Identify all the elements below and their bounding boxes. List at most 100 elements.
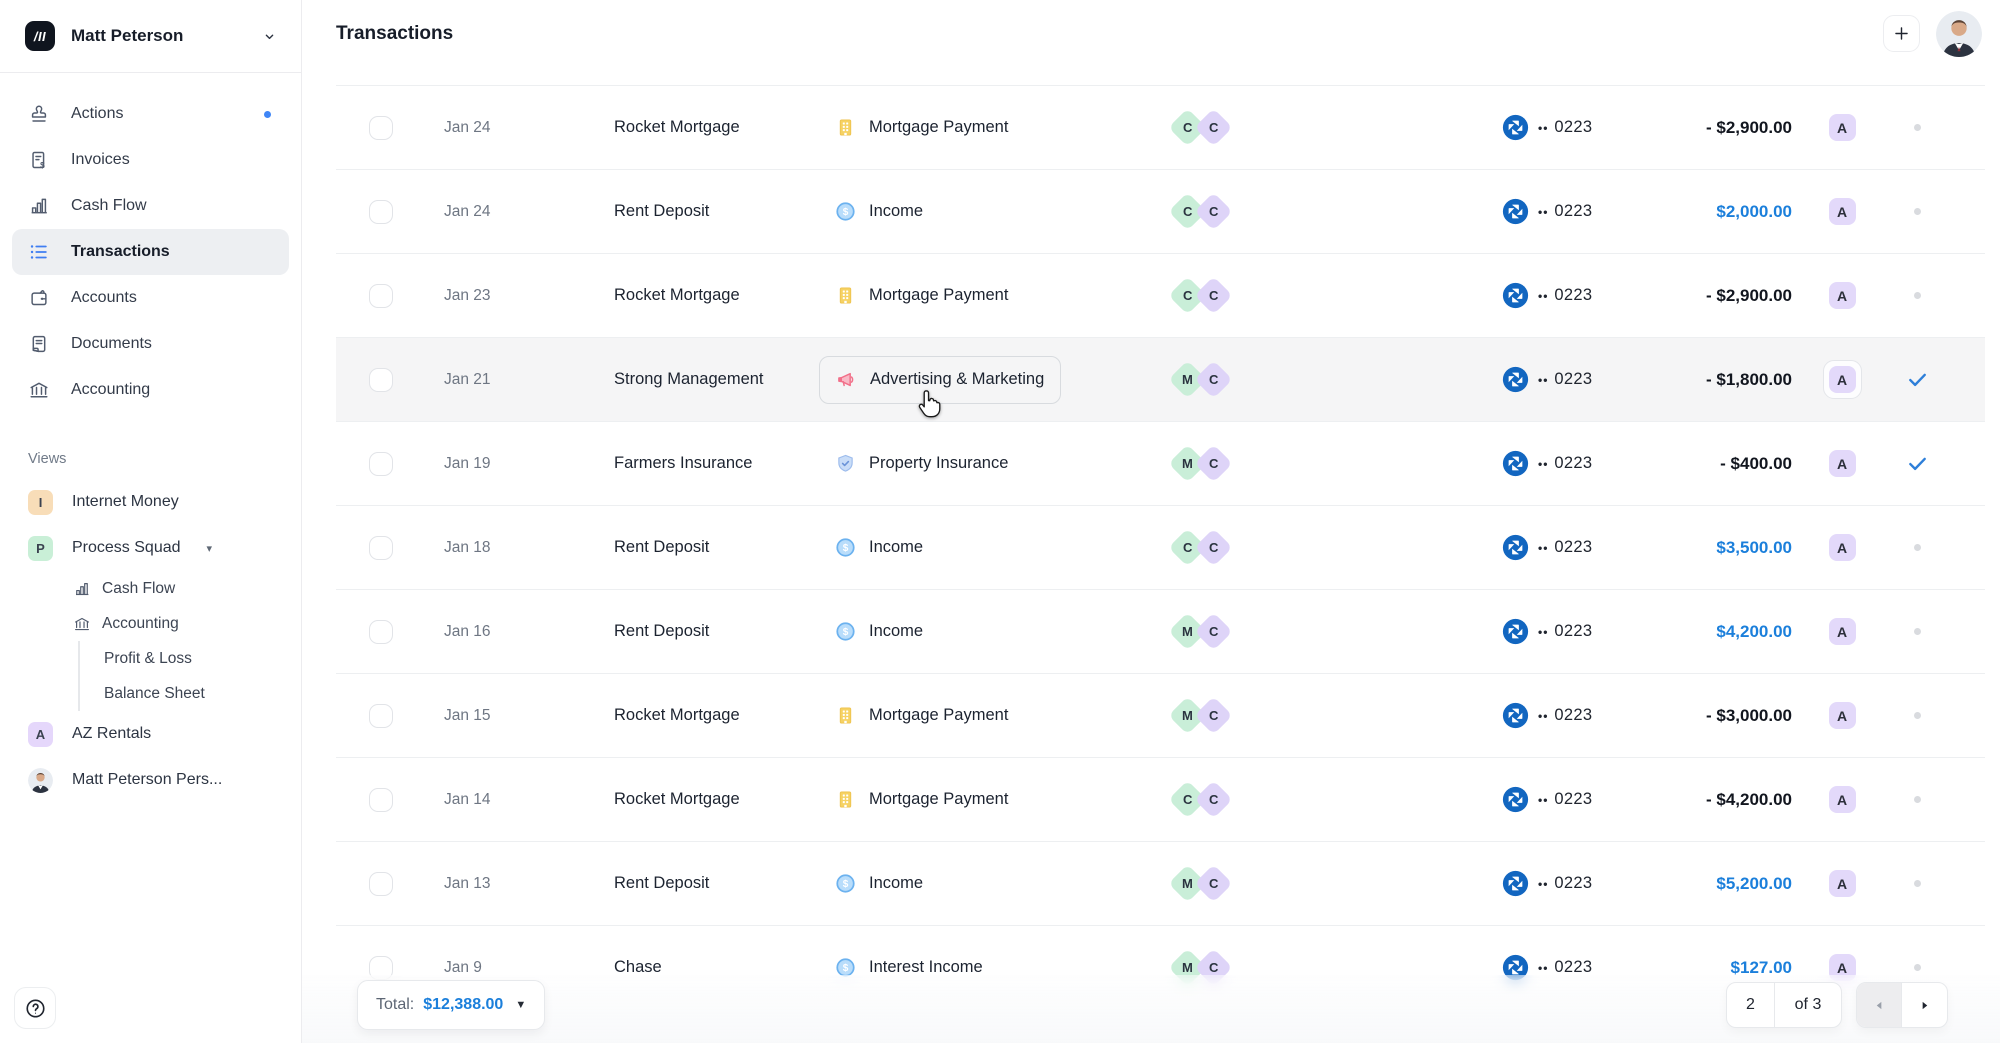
sidebar-item-transactions[interactable]: Transactions [12,229,289,275]
category-cell[interactable]: $ Income [835,873,923,894]
table-row[interactable]: Jan 14 Rocket Mortgage Mortgage Payment … [336,757,1985,841]
assignee-badge[interactable]: A [1828,198,1856,225]
category-cell[interactable]: $ Income [835,201,923,222]
assignee-badge[interactable]: A [1828,702,1856,729]
category-cell[interactable]: Mortgage Payment [835,705,1008,726]
workspace-switcher[interactable]: /II Matt Peterson [0,0,301,73]
category-cell[interactable]: Property Insurance [835,453,1008,474]
assignee-badge[interactable]: A [1828,618,1856,645]
sidebar-item-documents[interactable]: Documents [12,321,289,367]
row-checkbox[interactable] [369,283,393,308]
next-page-button[interactable] [1902,983,1947,1027]
row-checkbox[interactable] [369,703,393,728]
tag-pill-c[interactable]: C [1194,612,1233,651]
sidebar-subitem-accounting[interactable]: Accounting [73,606,289,641]
table-row[interactable]: Jan 24 Rocket Mortgage Mortgage Payment … [336,85,1985,169]
row-status[interactable] [1892,880,1942,887]
row-status[interactable] [1892,712,1942,719]
sidebar-view-internet-money[interactable]: I Internet Money [12,479,289,525]
assignee-badge[interactable]: A [1828,534,1856,561]
tag-pill-c[interactable]: C [1194,108,1233,147]
row-status[interactable] [1892,208,1942,215]
user-avatar[interactable] [1936,10,1982,57]
row-status[interactable] [1892,964,1942,971]
sidebar-item-accounting[interactable]: Accounting [12,367,289,413]
row-status[interactable] [1892,368,1942,391]
category-cell[interactable]: Mortgage Payment [835,789,1008,810]
row-checkbox[interactable] [369,535,393,560]
category-cell[interactable]: Advertising & Marketing [819,355,1062,404]
row-status[interactable] [1892,124,1942,131]
stamp-icon [28,103,50,125]
account-cell: •• 0223 [1502,618,1682,645]
row-checkbox[interactable] [369,199,393,224]
tag-pill-c[interactable]: C [1194,528,1233,567]
category-label: Property Insurance [869,454,1009,472]
tag-pill-c[interactable]: C [1194,696,1233,735]
sidebar-subitem-profit-loss[interactable]: Profit & Loss [104,649,192,667]
row-status[interactable] [1892,544,1942,551]
prev-page-button[interactable] [1857,983,1902,1027]
row-status[interactable] [1892,292,1942,299]
sidebar-item-actions[interactable]: Actions [12,91,289,137]
row-status[interactable] [1892,796,1942,803]
caret-down-icon[interactable]: ▾ [206,542,213,555]
tag-pill-c[interactable]: C [1194,444,1233,483]
row-checkbox[interactable] [369,367,393,392]
row-checkbox[interactable] [369,619,393,644]
tag-pill-c[interactable]: C [1194,360,1233,399]
amount: - $1,800.00 [1705,369,1792,389]
row-status[interactable] [1892,452,1942,475]
category-cell[interactable]: $ Income [835,537,923,558]
category-cell[interactable]: $ Interest Income [835,957,983,978]
tag-pill-c[interactable]: C [1194,192,1233,231]
row-checkbox[interactable] [369,871,393,896]
category-cell[interactable]: $ Income [835,621,923,642]
account-mask: •• [1538,792,1549,807]
sidebar-view-matt-peterson-pers-[interactable]: Matt Peterson Pers... [12,757,289,803]
total-dropdown[interactable]: Total: $12,388.00 ▼ [357,980,546,1030]
table-row[interactable]: Jan 21 Strong Management Advertising & M… [336,337,1985,421]
arrow-left-icon [1874,1000,1885,1011]
sidebar-item-invoices[interactable]: $ Invoices [12,137,289,183]
row-checkbox[interactable] [369,451,393,476]
assignee-badge[interactable]: A [1828,786,1856,813]
sidebar-view-process-squad[interactable]: P Process Squad ▾ [12,525,289,571]
table-row[interactable]: Jan 23 Rocket Mortgage Mortgage Payment … [336,253,1985,337]
tag-pill-c[interactable]: C [1194,276,1233,315]
sidebar-item-cash-flow[interactable]: Cash Flow [12,183,289,229]
sidebar-view-az-rentals[interactable]: A AZ Rentals [12,711,289,757]
page-title: Transactions [336,22,454,44]
tag-pill-c[interactable]: C [1194,864,1233,903]
assignee-badge[interactable]: A [1828,114,1856,141]
coin-icon: $ [835,621,856,642]
row-status[interactable] [1892,628,1942,635]
assignee-badge[interactable]: A [1828,450,1856,477]
add-button[interactable] [1883,15,1920,52]
subitem-label: Accounting [102,614,179,632]
sidebar-subitem-cash-flow[interactable]: Cash Flow [73,571,289,606]
assignee-badge[interactable]: A [1828,366,1856,393]
row-checkbox[interactable] [369,787,393,812]
table-row[interactable]: Jan 19 Farmers Insurance Property Insura… [336,421,1985,505]
help-button[interactable] [14,987,56,1029]
page-number-input[interactable]: 2 [1727,983,1775,1027]
category-cell[interactable]: Mortgage Payment [835,285,1008,306]
sidebar-subitem-balance-sheet[interactable]: Balance Sheet [104,684,205,702]
transactions-table: Jan 24 Rocket Mortgage Mortgage Payment … [336,85,1985,1043]
tag-pill-c[interactable]: C [1194,780,1233,819]
svg-text:$: $ [843,963,849,974]
category-cell[interactable]: Mortgage Payment [835,117,1008,138]
assignee-badge[interactable]: A [1828,870,1856,897]
row-checkbox[interactable] [369,115,393,140]
sidebar-item-accounts[interactable]: Accounts [12,275,289,321]
assignee-badge[interactable]: A [1828,282,1856,309]
table-row[interactable]: Jan 15 Rocket Mortgage Mortgage Payment … [336,673,1985,757]
view-label: Internet Money [72,493,179,510]
